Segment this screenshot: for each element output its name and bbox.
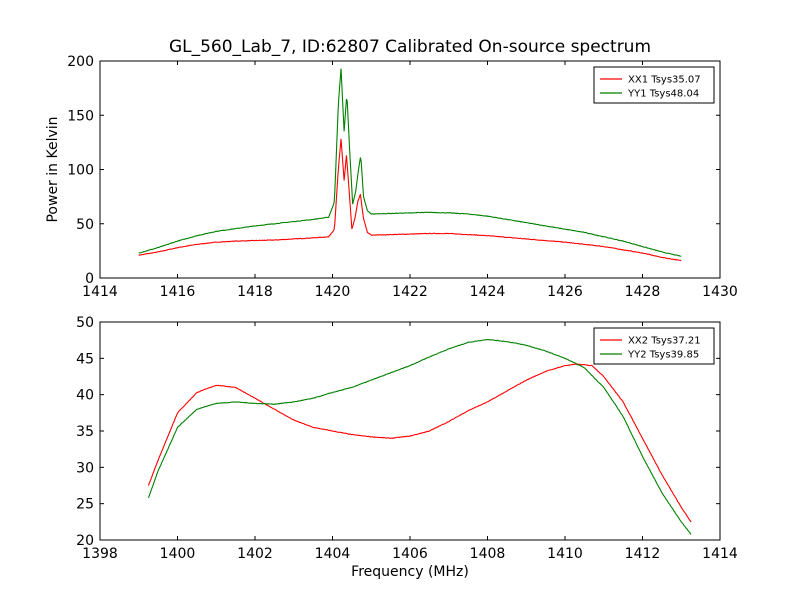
series-line-bottom-1 <box>147 363 692 523</box>
x-tick-label-top-3: 1420 <box>315 284 351 300</box>
y-tick-label-top-4: 200 <box>67 54 94 70</box>
x-tick-label-bottom-8: 1414 <box>702 546 738 562</box>
legend-box-bottom <box>593 327 715 365</box>
y-tick-label-bottom-3: 35 <box>76 424 94 440</box>
top-spectrum-plot: 1414 1416 1418 1420 1422 1424 1426 1428 1430 0 50 1… <box>45 54 738 300</box>
x-tick-label-bottom-1: 1400 <box>160 546 196 562</box>
x-tick-label-bottom-5: 1408 <box>470 546 506 562</box>
y-tick-label-top-2: 100 <box>67 163 94 179</box>
legend-label-bottom-2: YY2 Tsys39.85 <box>627 350 699 361</box>
legend-bottom: XX2 Tsys37.21 YY2 Tsys39.85 <box>593 327 715 365</box>
x-tick-label-bottom-4: 1406 <box>392 546 428 562</box>
y-tick-label-bottom-5: 45 <box>76 351 94 367</box>
series-line-bottom-2 <box>147 338 692 535</box>
legend-label-top-1: XX1 Tsys35.07 <box>628 75 701 86</box>
bottom-spectrum-plot: 1398 1400 1402 1404 1406 1408 1410 1412 1414 20 25… <box>76 315 738 580</box>
x-tick-label-top-8: 1430 <box>702 284 738 300</box>
x-tick-label-bottom-0: 1398 <box>82 546 118 562</box>
figure-title: GL_560_Lab_7, ID:62807 Calibrated On-sou… <box>169 37 651 57</box>
y-tick-label-top-3: 150 <box>67 108 94 124</box>
x-tick-label-top-4: 1422 <box>392 284 428 300</box>
series-line-top-1 <box>138 138 682 262</box>
x-tick-label-top-2: 1418 <box>237 284 273 300</box>
legend-label-bottom-1: XX2 Tsys37.21 <box>628 336 701 347</box>
x-tick-label-top-1: 1416 <box>160 284 196 300</box>
y-tick-label-bottom-6: 50 <box>76 315 94 331</box>
x-tick-label-bottom-3: 1404 <box>315 546 351 562</box>
y-tick-label-top-0: 0 <box>85 271 94 287</box>
y-tick-label-bottom-2: 30 <box>76 460 94 476</box>
x-tick-label-top-0: 1414 <box>82 284 118 300</box>
x-tick-label-top-6: 1426 <box>547 284 583 300</box>
y-tick-label-top-1: 50 <box>76 217 94 233</box>
legend-top: XX1 Tsys35.07 YY1 Tsys48.04 <box>593 66 715 104</box>
x-tick-label-bottom-6: 1410 <box>547 546 583 562</box>
x-axis-label-bottom: Frequency (MHz) <box>351 564 469 580</box>
y-axis-label-top: Power in Kelvin <box>45 116 61 222</box>
y-tick-label-bottom-0: 20 <box>76 533 94 549</box>
series-line-top-2 <box>138 68 682 257</box>
y-tick-label-bottom-4: 40 <box>76 388 94 404</box>
legend-box-top <box>593 66 715 104</box>
y-tick-label-bottom-1: 25 <box>76 497 94 513</box>
legend-label-top-2: YY1 Tsys48.04 <box>627 89 699 100</box>
x-tick-label-top-5: 1424 <box>470 284 506 300</box>
x-tick-label-bottom-2: 1402 <box>237 546 273 562</box>
x-tick-label-top-7: 1428 <box>625 284 661 300</box>
x-tick-label-bottom-7: 1412 <box>625 546 661 562</box>
